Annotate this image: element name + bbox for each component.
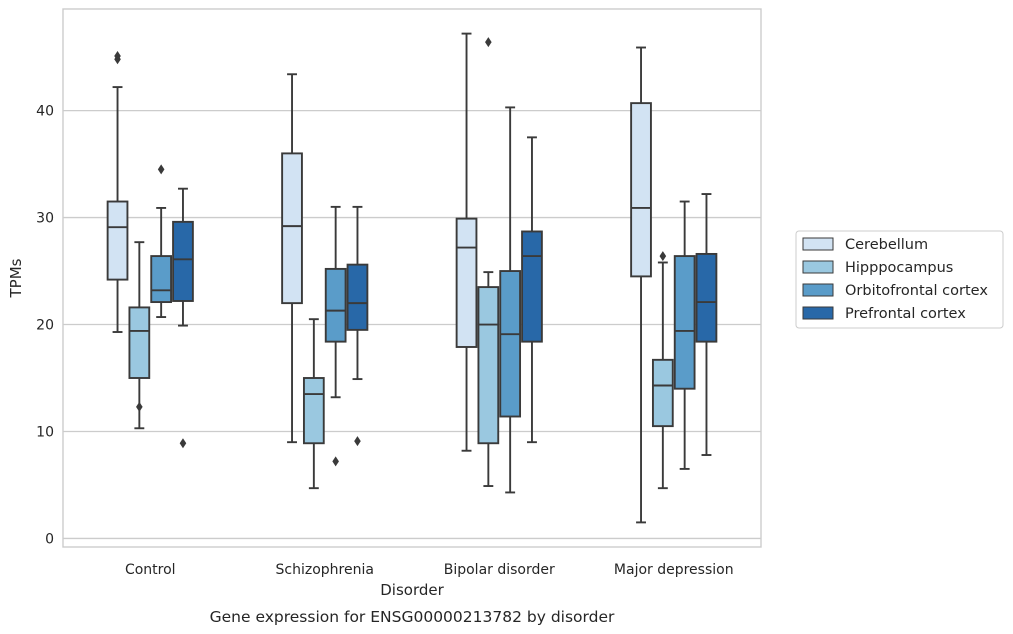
outlier-point-0 (179, 438, 187, 449)
y-tick-label-0: 0 (45, 531, 54, 547)
legend-swatch-0 (802, 237, 834, 251)
box-3-0 (630, 46, 652, 524)
box-2-3 (521, 136, 543, 444)
x-tick-label-2: Bipolar disorder (444, 562, 555, 578)
y-tick-labels: 0 10 20 30 40 (36, 104, 54, 548)
y-tick-label-30: 30 (36, 211, 54, 227)
box-0-1 (128, 241, 151, 430)
x-tick-label-3: Major depression (614, 562, 734, 578)
legend-frame (795, 230, 1004, 329)
box-body (695, 252, 718, 343)
y-tick-label-20: 20 (36, 318, 54, 334)
x-tick-label-1: Schizophrenia (276, 562, 374, 578)
box-2-2 (499, 106, 522, 494)
legend-swatch-3 (802, 306, 834, 320)
box-series (106, 32, 718, 524)
outlier-point-0 (354, 436, 361, 447)
box-body (324, 267, 347, 343)
box-1-3 (346, 205, 369, 447)
box-0-0 (106, 51, 129, 333)
y-tick-label-40: 40 (36, 104, 54, 120)
box-3-3 (695, 193, 718, 456)
legend-swatch-2 (802, 283, 834, 297)
box-3-1 (651, 251, 674, 490)
x-tick-label-0: Control (125, 562, 176, 578)
box-3-2 (673, 200, 696, 470)
box-body (106, 200, 129, 281)
outlier-point-0 (659, 251, 667, 262)
box-body (499, 270, 522, 418)
legend-label-3: Prefrontal cortex (845, 306, 966, 322)
box-2-1 (477, 37, 500, 487)
outlier-point-0 (485, 37, 492, 48)
chart-caption: Gene expression for ENSG00000213782 by d… (210, 608, 615, 626)
box-body (630, 102, 652, 278)
box-body (172, 220, 194, 302)
box-0-2 (150, 164, 173, 318)
box-body (673, 255, 696, 390)
legend-swatch-1 (802, 260, 834, 274)
box-body (651, 358, 674, 428)
box-body (477, 286, 500, 445)
legend-label-0: Cerebellum (845, 237, 928, 253)
y-tick-label-10: 10 (36, 424, 54, 440)
box-1-1 (302, 318, 325, 490)
box-1-2 (324, 205, 347, 467)
outlier-point-0 (332, 456, 339, 467)
outlier-point-0 (136, 401, 143, 412)
legend-label-2: Orbitofrontal cortex (845, 283, 988, 299)
box-body (521, 230, 543, 343)
x-tick-labels: Control Schizophrenia Bipolar disorder Majo… (125, 562, 734, 578)
y-axis-title: TPMs (7, 258, 25, 298)
box-body (281, 152, 303, 305)
box-body (455, 217, 478, 348)
box-body (128, 306, 151, 379)
box-2-0 (455, 32, 478, 452)
legend-label-1: Hipppocampus (845, 260, 953, 276)
box-body (150, 255, 173, 304)
x-axis-title: Disorder (380, 581, 444, 599)
box-1-0 (281, 73, 303, 444)
legend: Cerebellum Hipppocampus Orbitofrontal cort… (795, 230, 1004, 329)
outlier-point-1 (114, 51, 121, 62)
box-body (346, 263, 369, 331)
outlier-point-0 (157, 164, 165, 175)
box-body (302, 377, 325, 445)
box-0-3 (172, 187, 194, 449)
